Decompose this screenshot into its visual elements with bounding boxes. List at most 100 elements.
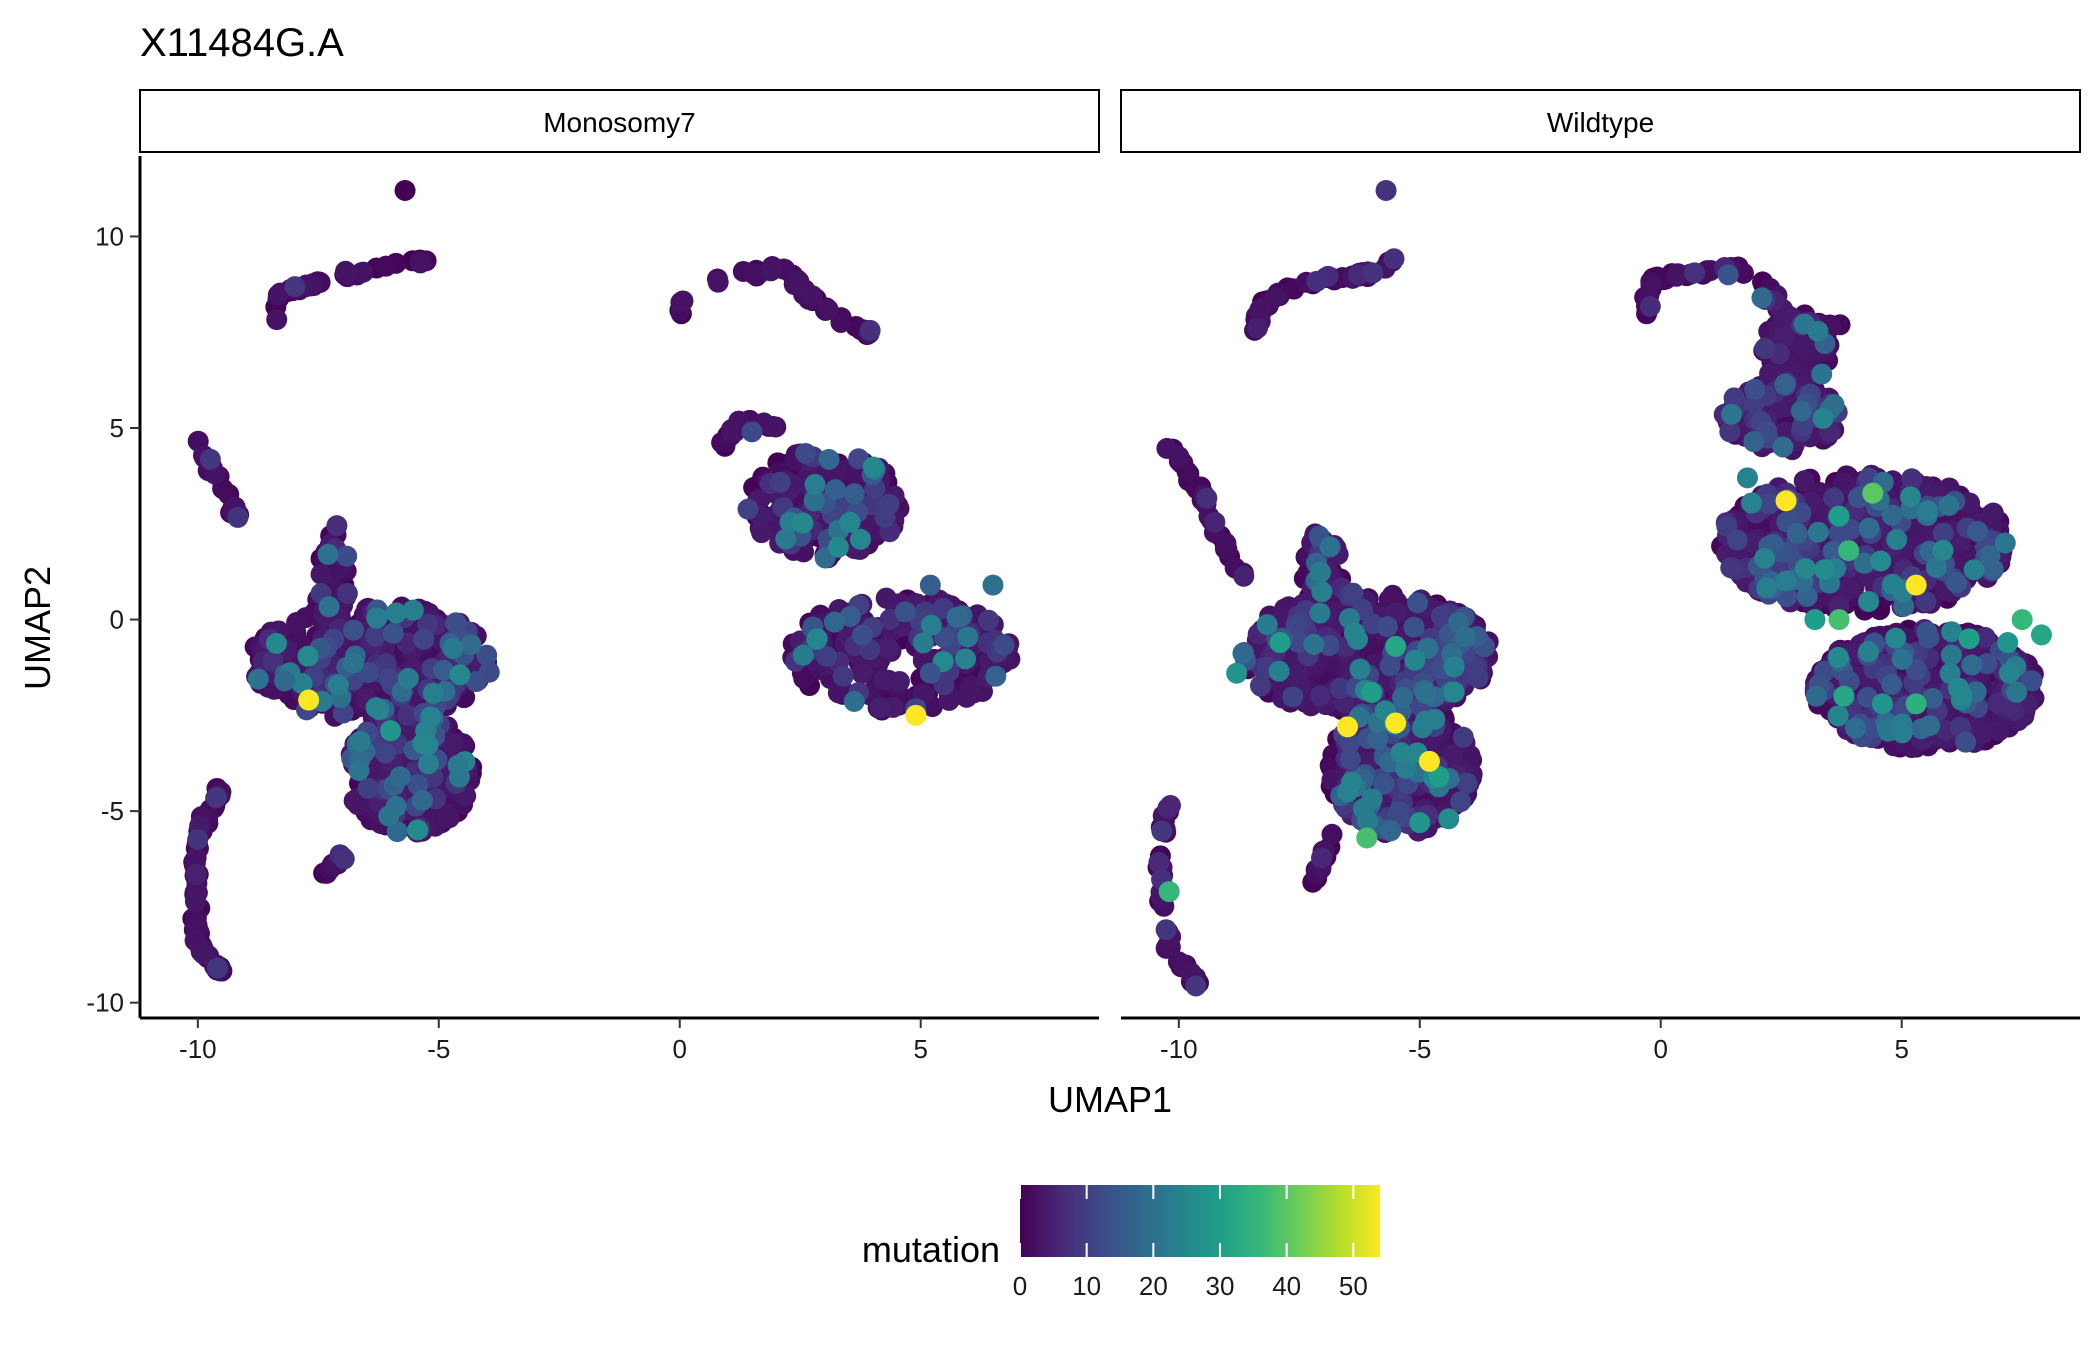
- scatter-point: [1424, 708, 1446, 730]
- scatter-point: [291, 673, 313, 695]
- scatter-point: [185, 863, 207, 885]
- scatter-point: [1853, 552, 1875, 574]
- scatter-point: [1786, 522, 1808, 544]
- scatter-point: [436, 803, 458, 825]
- scatter-point: [1157, 797, 1179, 819]
- scatter-point: [1319, 536, 1341, 558]
- scatter-point-highlight: [775, 528, 797, 550]
- scatter-point-highlight: [1385, 635, 1407, 657]
- scatter-point: [978, 609, 1000, 631]
- scatter-point-highlight: [1736, 467, 1758, 489]
- scatter-point-highlight: [1375, 179, 1397, 201]
- facet-strip-label: Wildtype: [1547, 107, 1654, 138]
- scatter-point: [1981, 503, 2003, 525]
- scatter-point: [1721, 403, 1743, 425]
- scatter-point: [1196, 487, 1218, 509]
- scatter-point: [1380, 820, 1402, 842]
- scatter-point: [1311, 581, 1333, 603]
- scatter-point: [1979, 545, 2001, 567]
- scatter-point: [1640, 274, 1662, 296]
- scatter-point: [441, 733, 463, 755]
- scatter-point: [192, 943, 214, 965]
- scatter-point: [802, 285, 824, 307]
- scatter-point-highlight: [1751, 287, 1773, 309]
- scatter-point: [1268, 660, 1290, 682]
- scatter-point-highlight: [394, 179, 416, 201]
- scatter-point: [872, 669, 894, 691]
- scatter-point: [1349, 658, 1371, 680]
- scatter-point: [1450, 791, 1472, 813]
- scatter-point: [1758, 493, 1780, 515]
- scatter-point: [862, 456, 884, 478]
- scatter-point: [247, 668, 269, 690]
- scatter-point-highlight: [905, 704, 927, 726]
- legend-tick-label: 30: [1206, 1271, 1235, 1301]
- scatter-point: [792, 644, 814, 666]
- scatter-point: [349, 730, 371, 752]
- scatter-point: [1805, 685, 1827, 707]
- scatter-point: [1388, 801, 1410, 823]
- scatter-point: [1827, 646, 1849, 668]
- scatter-point-highlight: [1158, 881, 1180, 903]
- scatter-point: [1309, 602, 1331, 624]
- scatter-point: [985, 665, 1007, 687]
- scatter-point: [336, 545, 358, 567]
- scatter-point: [386, 821, 408, 843]
- scatter-point: [205, 786, 227, 808]
- scatter-point: [348, 759, 370, 781]
- scatter-point: [332, 702, 354, 724]
- scatter-point: [934, 627, 956, 649]
- scatter-point-highlight: [1828, 505, 1850, 527]
- scatter-point: [1233, 565, 1255, 587]
- scatter-point: [199, 448, 221, 470]
- facet-panel-monosomy7: [182, 179, 1021, 982]
- scatter-point: [1311, 847, 1333, 869]
- scatter-point: [1287, 663, 1309, 685]
- scatter-point: [411, 789, 433, 811]
- scatter-point-highlight: [1997, 632, 2019, 654]
- facet-strip-wildtype: [1120, 89, 2081, 153]
- scatter-point: [827, 682, 849, 704]
- scatter-point: [1998, 662, 2020, 684]
- scatter-point: [1185, 975, 1207, 997]
- scatter-point: [742, 263, 764, 285]
- scatter-point: [1367, 728, 1389, 750]
- scatter-point: [266, 309, 288, 331]
- scatter-point: [267, 284, 289, 306]
- x-tick-label: 5: [1894, 1034, 1908, 1064]
- scatter-point: [894, 601, 916, 623]
- scatter-point: [788, 270, 810, 292]
- scatter-point: [1886, 528, 1908, 550]
- scatter-point: [1967, 520, 1989, 542]
- scatter-point: [1246, 317, 1268, 339]
- legend-tick-label: 0: [1013, 1271, 1027, 1301]
- scatter-point: [1972, 722, 1994, 744]
- scatter-point: [1756, 577, 1778, 599]
- scatter-point: [817, 298, 839, 320]
- scatter-point: [1282, 686, 1304, 708]
- scatter-point: [186, 914, 208, 936]
- scatter-point: [1403, 616, 1425, 638]
- scatter-point: [1232, 642, 1254, 664]
- scatter-point: [1318, 634, 1340, 656]
- scatter-point: [327, 674, 349, 696]
- scatter-point-highlight: [1905, 693, 1927, 715]
- scatter-point: [397, 667, 419, 689]
- scatter-point-highlight: [1385, 712, 1407, 734]
- scatter-point: [1443, 656, 1465, 678]
- scatter-point: [1743, 431, 1765, 453]
- scatter-point: [1932, 539, 1954, 561]
- scatter-point: [1720, 557, 1742, 579]
- scatter-point-highlight: [919, 662, 941, 684]
- scatter-point: [1442, 744, 1464, 766]
- scatter-point: [912, 632, 934, 654]
- scatter-point: [1303, 633, 1325, 655]
- scatter-point: [465, 671, 487, 693]
- scatter-point: [1309, 561, 1331, 583]
- scatter-point: [1415, 682, 1437, 704]
- plot-title: X11484G.A: [140, 21, 344, 65]
- scatter-point-highlight: [298, 689, 320, 711]
- scatter-point: [1858, 641, 1880, 663]
- scatter-point: [1741, 492, 1763, 514]
